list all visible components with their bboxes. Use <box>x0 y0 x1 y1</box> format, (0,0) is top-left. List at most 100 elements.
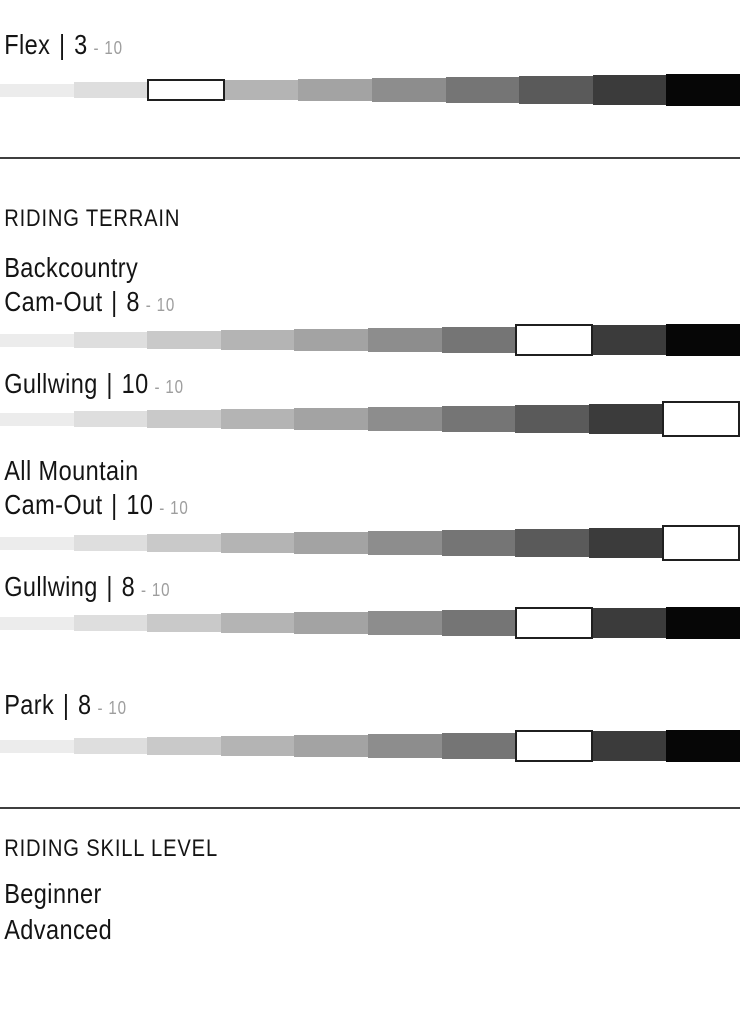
rating-segment <box>147 331 221 349</box>
rating-segment <box>592 75 667 105</box>
rating-segment-selected <box>515 324 593 356</box>
rating-segment <box>367 611 442 635</box>
metric-separator: | <box>58 29 66 60</box>
rating-segment <box>0 739 74 753</box>
rating-segment <box>441 530 516 556</box>
skill-level-beginner: Beginner <box>4 878 102 909</box>
rating-segment <box>441 610 516 636</box>
metric-max: - 10 <box>97 698 127 718</box>
rating-segment <box>367 531 442 555</box>
metric-max: - 10 <box>140 580 171 600</box>
rating-segment <box>441 406 516 432</box>
rating-segment <box>294 612 368 634</box>
rating-segment <box>73 615 148 631</box>
metric-value: 8 <box>78 689 92 720</box>
rating-segment <box>666 607 740 639</box>
metric-value: 8 <box>126 286 140 317</box>
rating-segment <box>367 407 442 431</box>
rating-segment <box>147 410 221 428</box>
metric-max: - 10 <box>145 295 176 315</box>
rating-segment <box>441 733 516 759</box>
section-divider <box>0 807 740 809</box>
rating-segment <box>0 412 74 426</box>
metric-separator: | <box>111 286 118 317</box>
rating-segment <box>0 536 74 550</box>
backcountry-camout-label: Cam-Out | 8- 10 <box>0 287 622 320</box>
rating-segment <box>73 411 148 427</box>
rating-segment-selected <box>515 730 593 762</box>
rating-segment <box>73 82 148 98</box>
rating-segment <box>0 616 74 630</box>
riding-terrain-heading: RIDING TERRAIN <box>4 205 181 232</box>
rating-segment <box>147 534 221 552</box>
rating-segment <box>0 83 74 97</box>
rating-segment <box>224 80 299 100</box>
rating-segment <box>666 324 740 356</box>
rating-segment <box>220 533 295 553</box>
rating-segment <box>367 328 442 352</box>
riding-skill-heading: RIDING SKILL LEVEL <box>4 835 219 862</box>
backcountry-gullwing-bar <box>0 401 740 437</box>
rating-segment <box>515 529 589 557</box>
rating-segment-selected <box>662 525 740 561</box>
park-bar <box>0 729 740 763</box>
all-mountain-camout-label: Cam-Out | 10- 10 <box>0 490 622 523</box>
metric-max: - 10 <box>159 498 189 518</box>
product-spec-panel: Flex | 3- 10 RIDING TERRAIN Backcountry … <box>0 30 740 1030</box>
metric-separator: | <box>111 489 118 520</box>
rating-segment <box>73 738 148 754</box>
metric-name: Flex <box>4 29 51 60</box>
metric-max: - 10 <box>154 377 184 397</box>
metric-name: Gullwing <box>4 571 98 602</box>
rating-segment <box>592 608 667 638</box>
rating-segment <box>220 330 295 350</box>
metric-max: - 10 <box>93 38 123 58</box>
rating-segment <box>294 735 368 757</box>
rating-segment <box>445 77 520 103</box>
all-mountain-gullwing-bar <box>0 606 740 640</box>
rating-segment <box>294 329 368 351</box>
rating-segment-selected <box>662 401 740 437</box>
rating-segment <box>147 614 221 632</box>
rating-segment <box>666 730 740 762</box>
all-mountain-camout-bar <box>0 525 740 561</box>
section-divider <box>0 157 740 159</box>
rating-segment <box>220 409 295 429</box>
metric-value: 3 <box>74 29 88 60</box>
rating-segment <box>73 332 148 348</box>
metric-value: 10 <box>126 489 154 520</box>
rating-segment <box>515 405 589 433</box>
metric-name: Cam-Out <box>4 286 103 317</box>
rating-segment <box>220 736 295 756</box>
all-mountain-gullwing-label: Gullwing | 8- 10 <box>0 572 622 605</box>
all-mountain-subheading: All Mountain <box>4 455 139 486</box>
rating-segment <box>0 333 74 347</box>
metric-separator: | <box>62 689 70 720</box>
metric-name: Cam-Out <box>4 489 103 520</box>
rating-segment <box>666 74 740 106</box>
flex-rating-label: Flex | 3- 10 <box>0 30 622 63</box>
rating-segment <box>592 325 667 355</box>
rating-segment <box>73 535 148 551</box>
rating-segment <box>147 737 221 755</box>
rating-segment <box>588 404 663 434</box>
rating-segment <box>592 731 667 761</box>
metric-value: 8 <box>121 571 136 602</box>
rating-segment <box>441 327 516 353</box>
rating-segment <box>220 613 295 633</box>
backcountry-camout-bar <box>0 323 740 357</box>
park-label: Park | 8- 10 <box>0 690 622 723</box>
rating-segment-selected <box>147 79 225 101</box>
rating-segment <box>588 528 663 558</box>
backcountry-gullwing-label: Gullwing | 10- 10 <box>0 369 622 402</box>
rating-segment-selected <box>515 607 593 639</box>
rating-segment <box>371 78 446 102</box>
metric-value: 10 <box>121 368 149 399</box>
rating-segment <box>519 76 593 104</box>
rating-segment <box>298 79 372 101</box>
skill-level-advanced: Advanced <box>4 914 113 945</box>
rating-segment <box>294 408 368 430</box>
rating-segment <box>294 532 368 554</box>
rating-segment <box>367 734 442 758</box>
metric-name: Park <box>4 689 55 720</box>
